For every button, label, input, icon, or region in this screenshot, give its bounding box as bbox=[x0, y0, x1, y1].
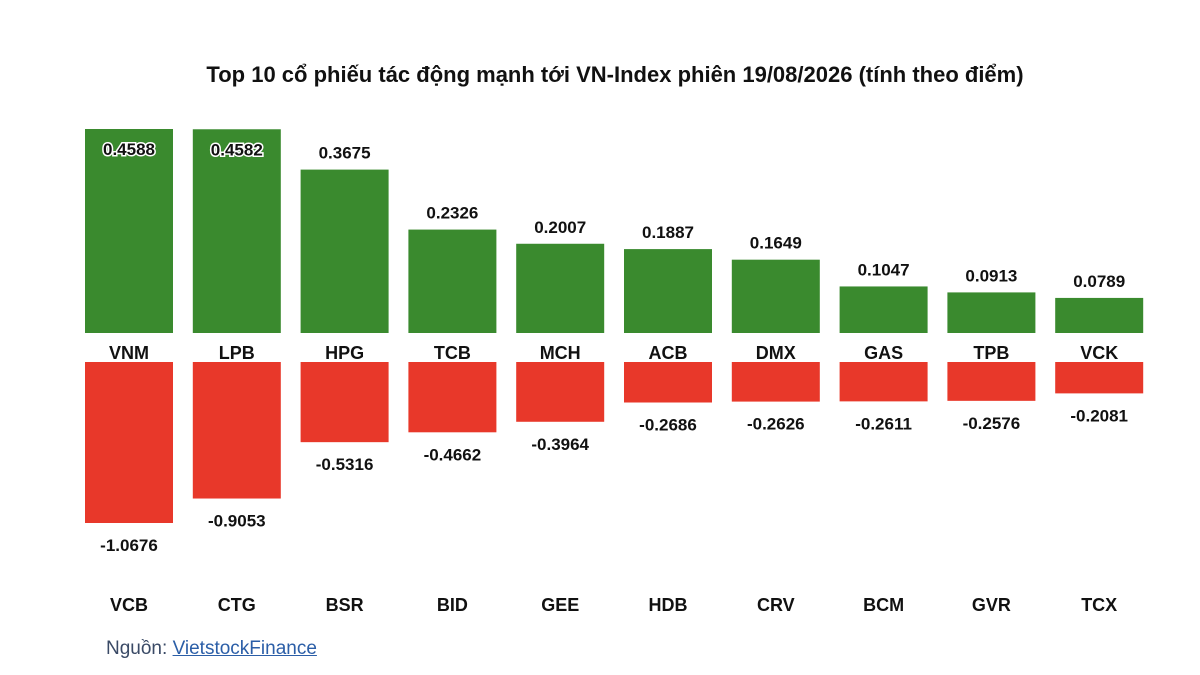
negative-category-label: TCX bbox=[1081, 595, 1117, 615]
negative-value-label: -1.0676 bbox=[100, 536, 158, 555]
positive-value-label: 0.1047 bbox=[858, 260, 910, 279]
positive-category-label: TPB bbox=[973, 343, 1009, 363]
positive-bar-acb bbox=[624, 249, 712, 333]
positive-value-label: 0.4582 bbox=[211, 140, 263, 159]
negative-bar-ctg bbox=[192, 362, 281, 499]
positive-category-label: DMX bbox=[756, 343, 796, 363]
negative-bar-bcm bbox=[839, 362, 928, 402]
source-line: Nguồn: VietstockFinance bbox=[106, 638, 317, 660]
positive-category-label: LPB bbox=[219, 343, 255, 363]
positive-bar-tcb bbox=[408, 229, 497, 333]
negative-category-label: GVR bbox=[972, 595, 1011, 615]
positive-value-label: 0.2326 bbox=[426, 204, 478, 223]
negative-category-label: GEE bbox=[541, 595, 579, 615]
positive-category-label: GAS bbox=[864, 343, 903, 363]
negative-value-label: -0.2686 bbox=[639, 416, 697, 435]
positive-value-label: 0.3675 bbox=[319, 144, 371, 163]
negative-category-label: BSR bbox=[326, 595, 364, 615]
negative-category-label: CTG bbox=[218, 595, 256, 615]
negative-category-label: BCM bbox=[863, 595, 904, 615]
positive-bar-hpg bbox=[300, 169, 389, 333]
positive-category-label: ACB bbox=[649, 343, 688, 363]
positive-bar-vnm bbox=[85, 129, 173, 333]
positive-bar-vck bbox=[1055, 297, 1144, 333]
negative-value-label: -0.5316 bbox=[316, 455, 374, 474]
negative-value-label: -0.4662 bbox=[424, 445, 482, 464]
negative-bar-crv bbox=[731, 362, 820, 402]
positive-category-label: VCK bbox=[1080, 343, 1118, 363]
negative-bar-gvr bbox=[947, 362, 1036, 401]
positive-value-label: 0.4588 bbox=[103, 140, 155, 159]
negative-value-label: -0.9053 bbox=[208, 512, 266, 531]
positive-category-label: TCB bbox=[434, 343, 471, 363]
source-link[interactable]: VietstockFinance bbox=[172, 638, 317, 659]
positive-bar-lpb bbox=[192, 129, 281, 333]
negative-bar-tcx bbox=[1055, 362, 1144, 394]
negative-value-label: -0.2626 bbox=[747, 415, 805, 434]
negative-value-label: -0.2611 bbox=[855, 414, 912, 433]
positive-bar-tpb bbox=[947, 292, 1036, 333]
positive-value-label: 0.1649 bbox=[750, 234, 802, 253]
negative-category-label: BID bbox=[437, 595, 468, 615]
positive-category-label: VNM bbox=[109, 343, 149, 363]
positive-bar-dmx bbox=[731, 259, 820, 333]
negative-bar-gee bbox=[516, 362, 605, 422]
negative-category-label: CRV bbox=[757, 595, 795, 615]
positive-category-label: HPG bbox=[325, 343, 364, 363]
negative-bar-bsr bbox=[300, 362, 389, 443]
chart-title: Top 10 cổ phiếu tác động mạnh tới VN-Ind… bbox=[206, 62, 1024, 87]
negative-category-label: HDB bbox=[649, 595, 688, 615]
negative-bar-vcb bbox=[85, 362, 173, 523]
source-label: Nguồn: bbox=[106, 638, 168, 659]
negative-bar-hdb bbox=[624, 362, 712, 403]
negative-value-label: -0.2576 bbox=[963, 414, 1021, 433]
negative-value-label: -0.3964 bbox=[531, 435, 589, 454]
negative-bar-bid bbox=[408, 362, 497, 433]
positive-bar-gas bbox=[839, 286, 928, 333]
positive-value-label: 0.0913 bbox=[965, 266, 1017, 285]
positive-bar-mch bbox=[516, 243, 605, 333]
positive-category-label: MCH bbox=[540, 343, 581, 363]
positive-value-label: 0.1887 bbox=[642, 223, 694, 242]
negative-category-label: VCB bbox=[110, 595, 148, 615]
negative-value-label: -0.2081 bbox=[1070, 406, 1128, 425]
positive-value-label: 0.0789 bbox=[1073, 272, 1125, 291]
positive-value-label: 0.2007 bbox=[534, 218, 586, 237]
